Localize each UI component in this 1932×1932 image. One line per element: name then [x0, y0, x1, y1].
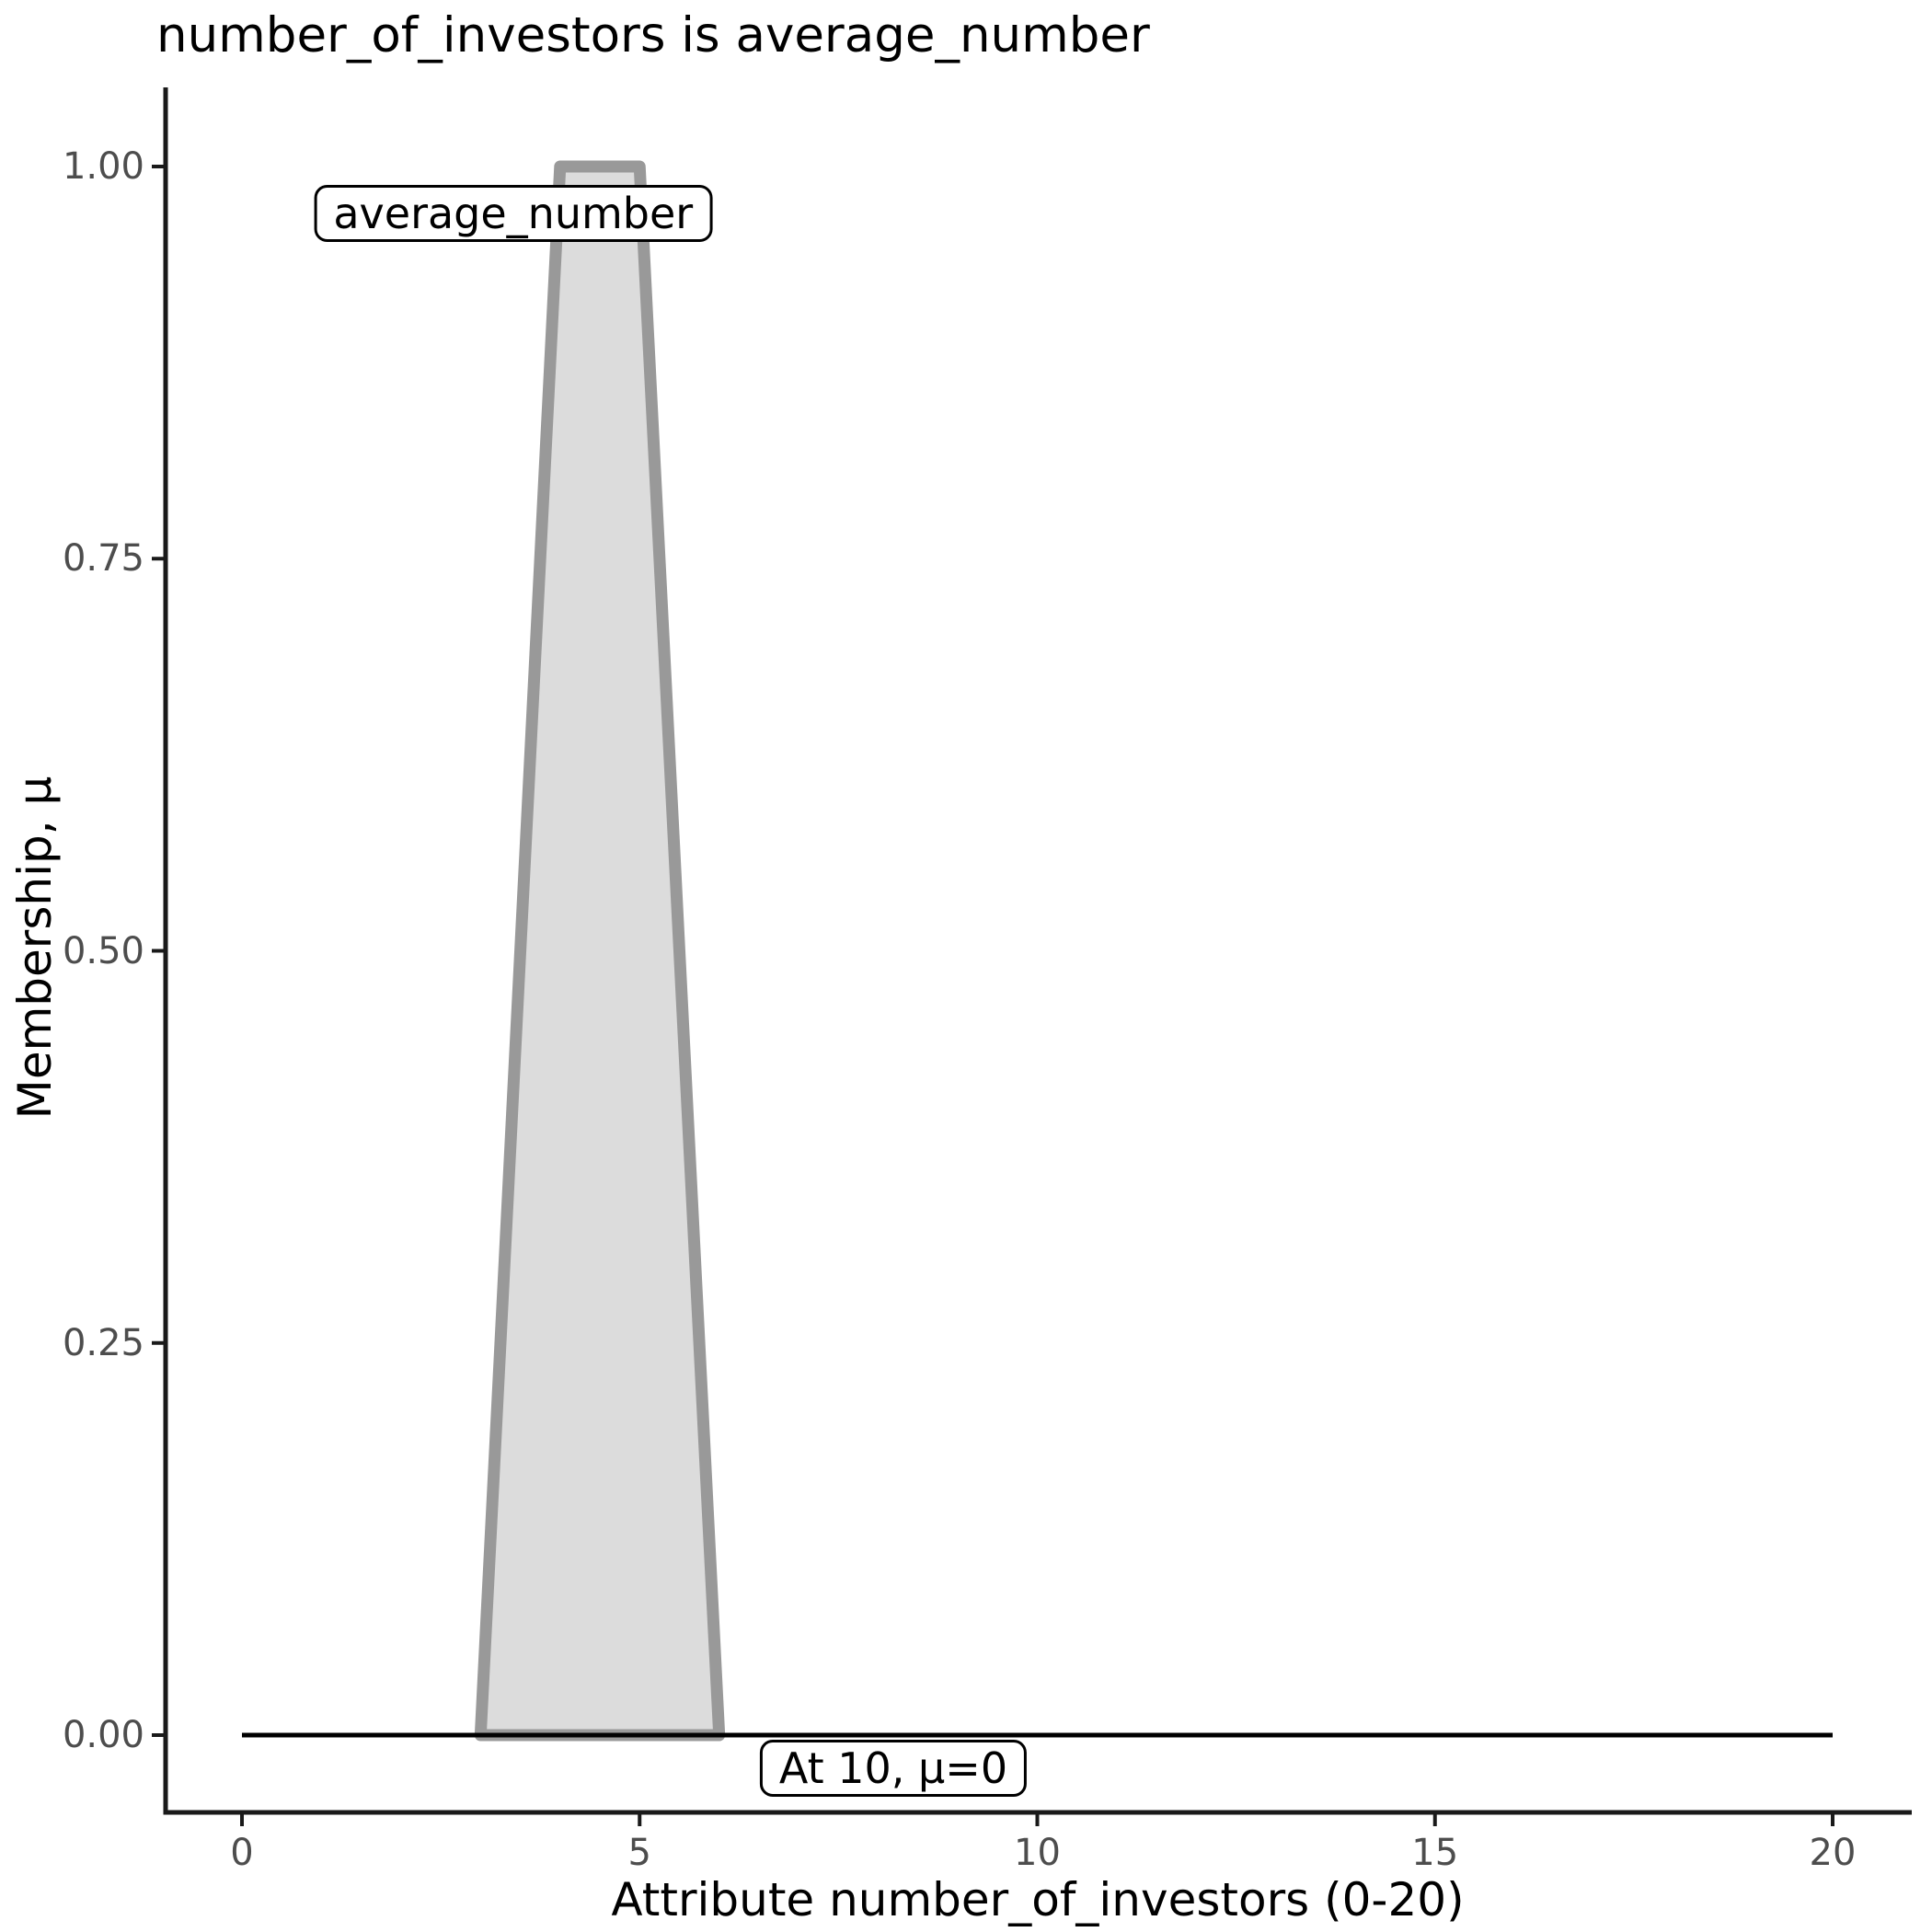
x-tick-label: 15 [1411, 1832, 1459, 1874]
y-tick-label: 0.50 [62, 929, 144, 972]
y-tick-label: 0.25 [62, 1321, 144, 1364]
membership-function-average_number [474, 160, 726, 1742]
x-axis-label: Attribute number_of_investors (0-20) [611, 1873, 1465, 1926]
y-tick-label: 0.75 [62, 537, 144, 581]
x-tick-label: 5 [627, 1832, 651, 1874]
x-tick-label: 0 [230, 1832, 254, 1874]
y-tick-label: 0.00 [62, 1714, 144, 1756]
chart-title: number_of_investors is average_number [156, 7, 1150, 63]
x-tick-label: 10 [1014, 1832, 1061, 1874]
x-tick-label: 20 [1809, 1832, 1857, 1874]
y-tick-label: 1.00 [62, 145, 144, 188]
annotation-at-10-0: At 10, μ=0 [759, 1739, 1028, 1797]
annotation-average-number: average_number [314, 185, 713, 243]
